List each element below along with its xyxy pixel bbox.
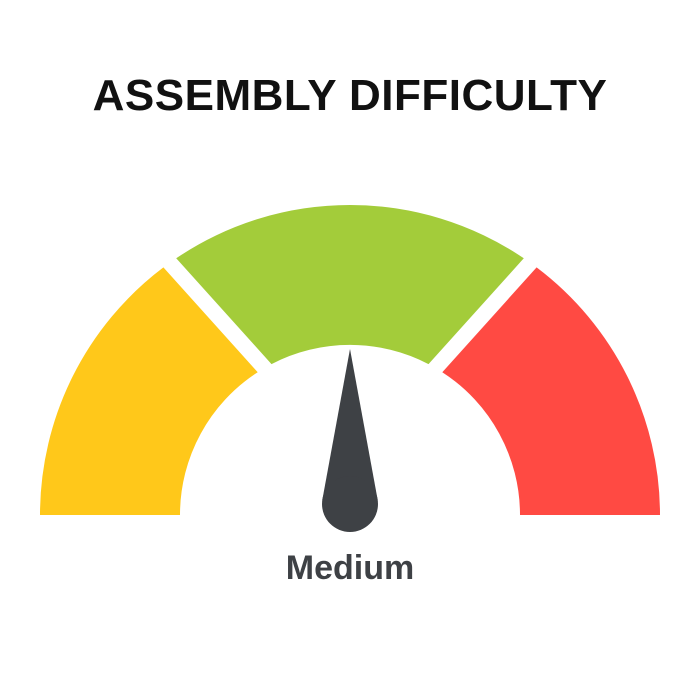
- gauge-value-label: Medium: [285, 549, 415, 587]
- gauge-segment-right-red: [442, 267, 660, 515]
- gauge-needle-point: [322, 349, 378, 500]
- gauge-segment-left-yellow: [39, 267, 258, 515]
- gauge-needle: [322, 349, 378, 532]
- gauge-needle-base: [322, 476, 378, 532]
- gauge-segment-center-green: [176, 204, 524, 365]
- page-title: ASSEMBLY DIFFICULTY: [92, 71, 608, 120]
